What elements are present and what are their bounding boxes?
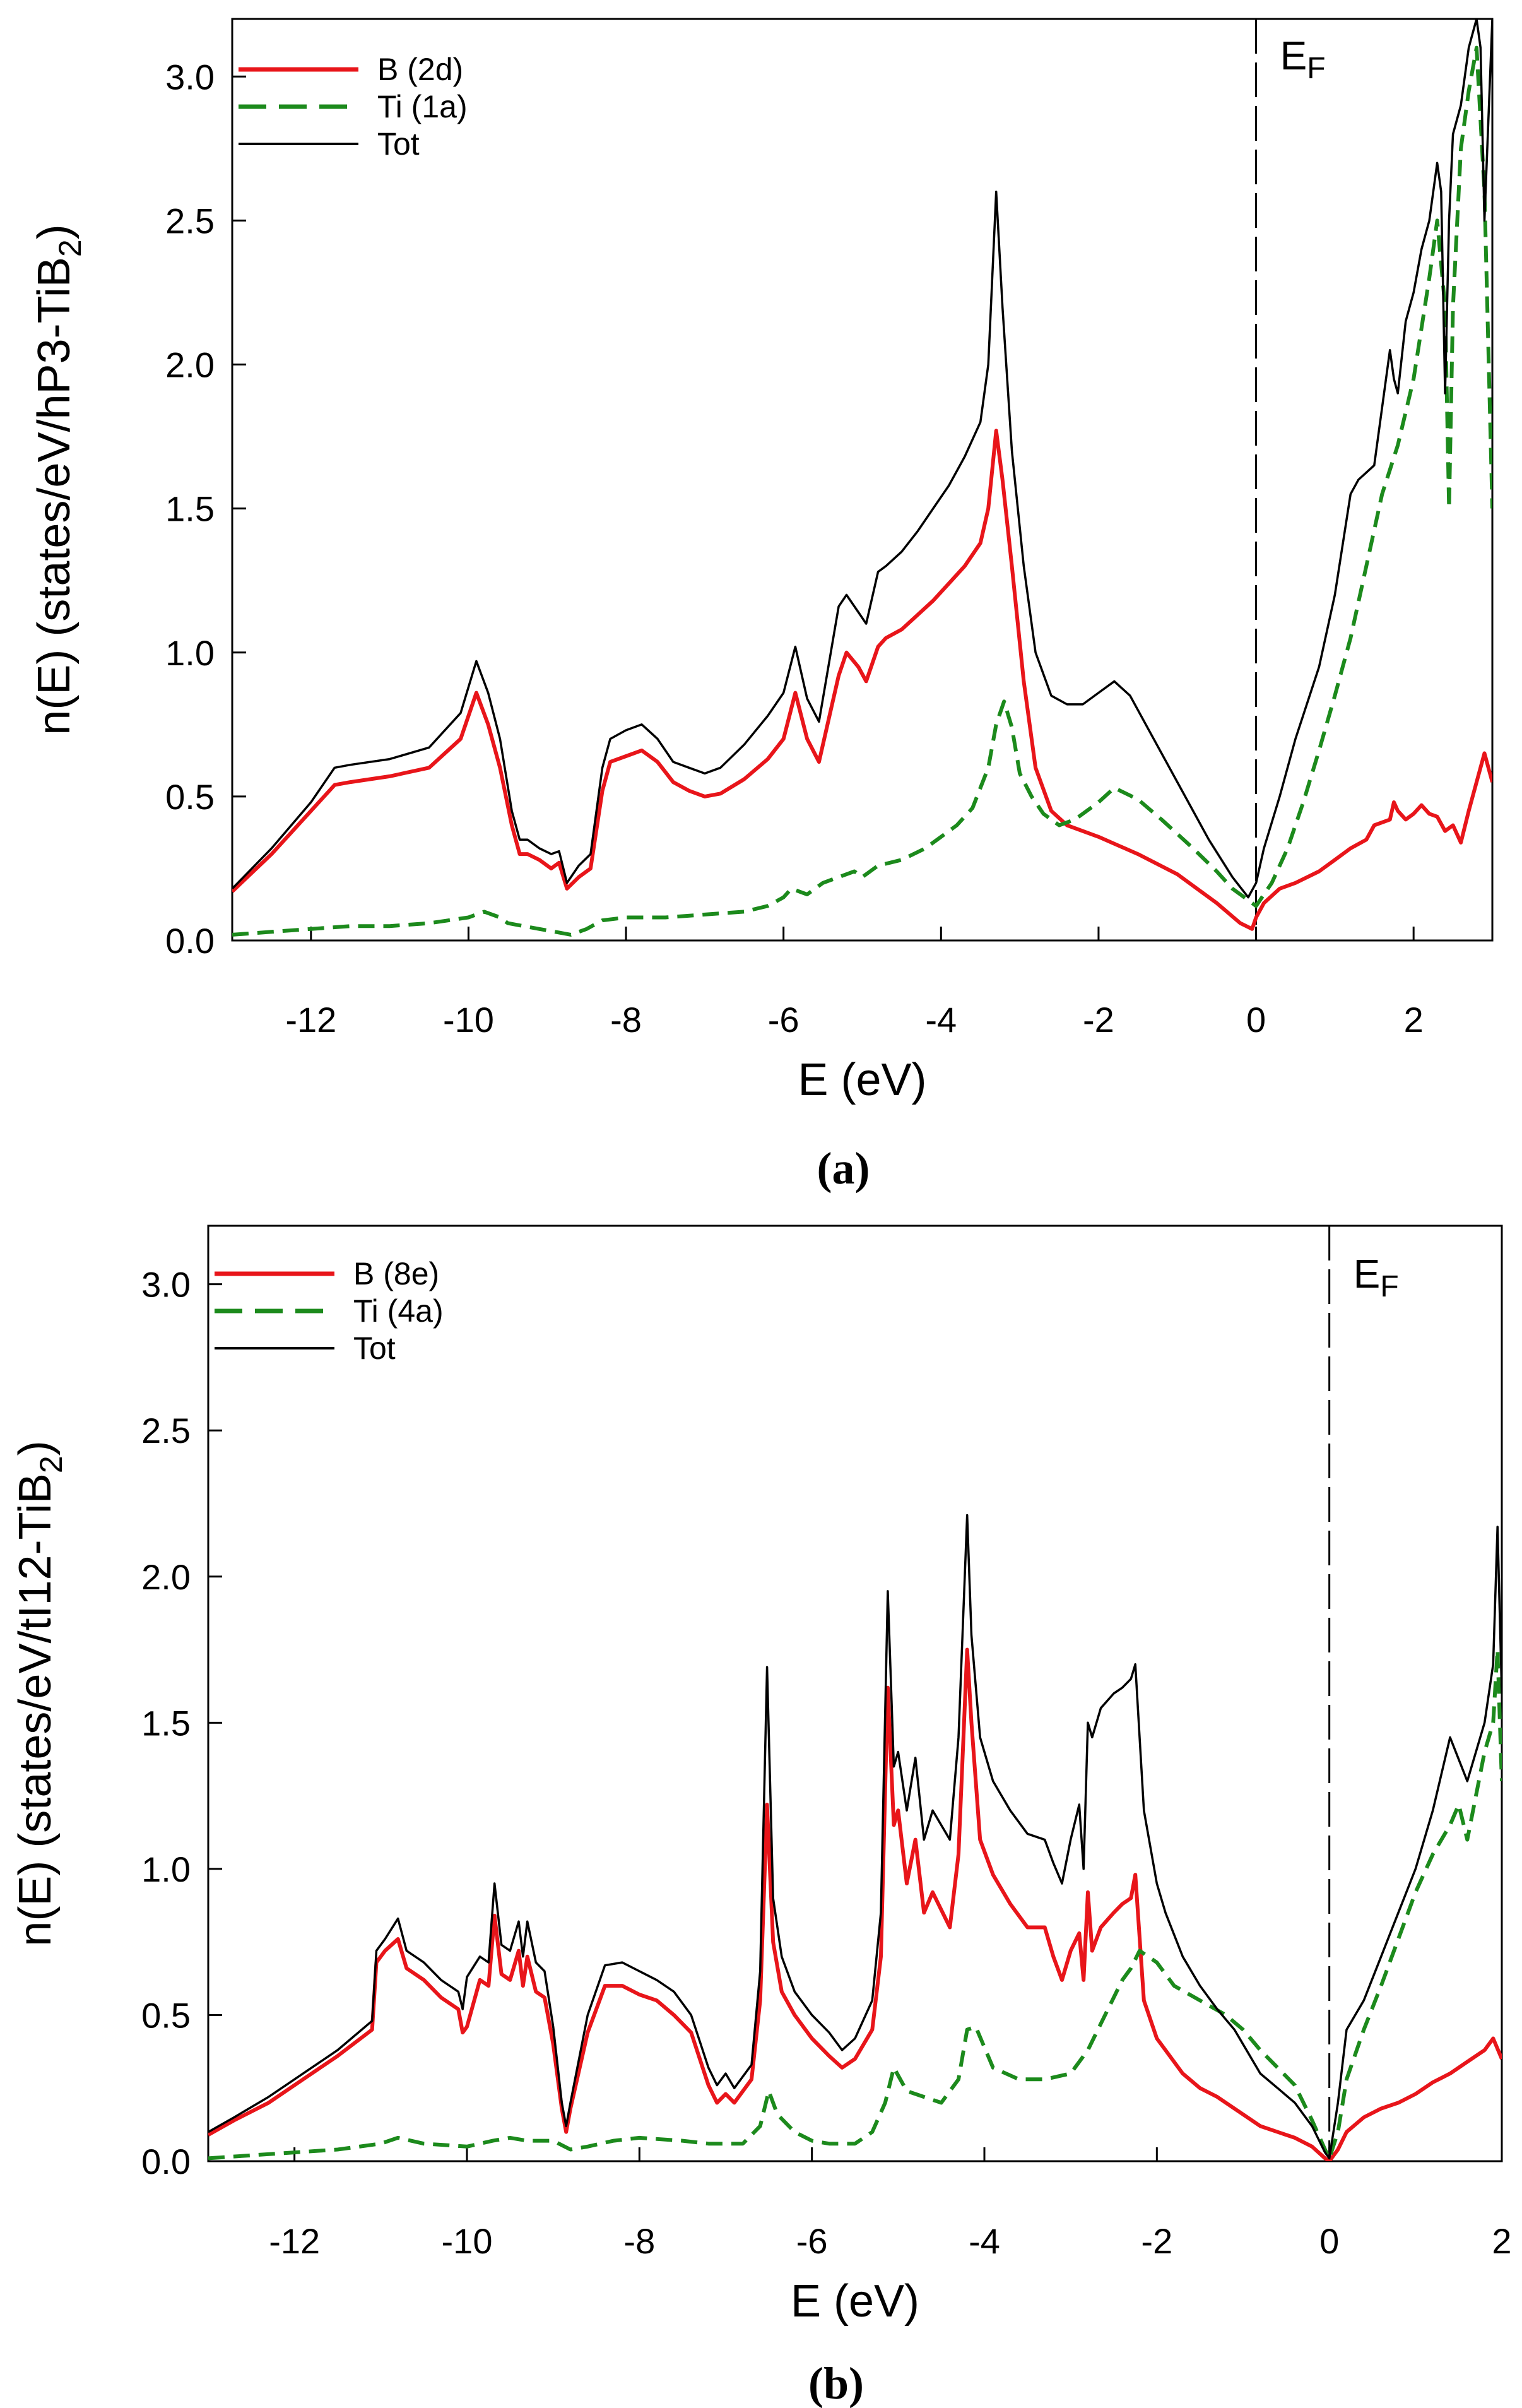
y-tick-label: 1.5 [165,489,215,529]
y-tick-label: 0.0 [165,921,215,961]
y-axis-label-close: ) [29,224,80,239]
y-tick-label: 0.5 [141,1995,191,2035]
series-line-tot [208,1514,1502,2160]
legend-label: B (8e) [353,1256,439,1291]
panel-label-close: ) [849,2358,864,2408]
panel-label: (b) [808,2358,864,2408]
fermi-label-subscript: F [1380,1270,1398,1303]
y-axis-label-subscript: 2 [33,1456,69,1473]
legend-label: B (2d) [377,52,463,87]
x-tick-label: -4 [969,2221,1000,2261]
legend-label: Tot [353,1331,396,1366]
y-axis-label-main: n(E) (states/eV/hP3-TiB [29,257,80,735]
series-line-b-8e [208,1647,1502,2161]
x-tick-label: -8 [623,2221,655,2261]
x-tick-label: -2 [1083,1000,1114,1040]
panel-a-chart: -12 -10 -8 -6 -4 -2 0 2 0.0 0.5 1.0 1.5 2.0 2.5 3.0 E (… [29,18,1494,1194]
x-tick-label: -6 [796,2221,828,2261]
series-line-ti-1a [232,45,1492,937]
x-tick-label: -12 [269,2221,320,2261]
panel-label-letter: a [832,1143,855,1194]
y-tick-label: 1.0 [165,633,215,673]
y-axis-label: n(E) (states/eV/hP3-TiB2) [29,224,88,735]
x-tick-label: -6 [768,1000,799,1040]
x-tick-label: 0 [1319,2221,1339,2261]
series-line-b-2d [232,429,1492,931]
panel-b-chart: -12 -10 -8 -6 -4 -2 0 2 0.0 0.5 1.0 1.5 2.0 2.5 3.0 E (… [10,1225,1512,2408]
y-tick-label: 0.0 [141,2142,191,2181]
series-line-ti-4a [208,1647,1502,2161]
x-tick-label: 2 [1404,1000,1424,1040]
x-tick-label: -8 [610,1000,642,1040]
y-tick-label: 3.0 [141,1265,191,1305]
legend-label: Ti (1a) [377,89,468,124]
x-tick-label: -2 [1141,2221,1172,2261]
x-tick-label: -10 [442,2221,493,2261]
series-line-tot [232,19,1492,899]
y-tick-label: 2.0 [141,1557,191,1597]
panel-label-open: ( [808,2358,823,2408]
x-tick-label: 0 [1246,1000,1266,1040]
panel-label-open: ( [817,1143,832,1194]
y-axis-label-main: n(E) (states/eV/tI12-TiB [10,1473,61,1947]
x-tick-label: 2 [1492,2221,1511,2261]
y-tick-label: 2.5 [141,1411,191,1450]
y-tick-label: 3.0 [165,57,215,97]
y-tick-label: 1.5 [141,1703,191,1743]
series-group [232,19,1492,937]
fermi-label-main: E [1354,1251,1381,1296]
fermi-label-subscript: F [1307,52,1325,85]
panel-label-close: ) [855,1143,870,1194]
legend-label: Tot [377,126,420,162]
fermi-level-label: EF [1354,1251,1399,1303]
panel-label: (a) [817,1143,870,1194]
y-axis-label: n(E) (states/eV/tI12-TiB2) [10,1440,69,1946]
y-tick-label: 2.5 [165,201,215,240]
x-tick-label: -4 [925,1000,957,1040]
y-tick-label: 0.5 [165,777,215,817]
fermi-level-label: EF [1280,33,1326,85]
y-tick-label: 1.0 [141,1849,191,1889]
series-group [208,1514,1502,2161]
x-tick-label: -12 [285,1000,336,1040]
y-axis-label-close: ) [10,1440,61,1456]
y-axis-label-subscript: 2 [52,239,88,257]
legend-label: Ti (4a) [353,1293,444,1329]
y-tick-label: 2.0 [165,345,215,385]
panel-label-letter: b [823,2358,849,2408]
x-axis-label: E (eV) [798,1055,926,1105]
x-axis-label: E (eV) [791,2276,919,2327]
x-tick-label: -10 [443,1000,494,1040]
fermi-label-main: E [1280,33,1307,78]
